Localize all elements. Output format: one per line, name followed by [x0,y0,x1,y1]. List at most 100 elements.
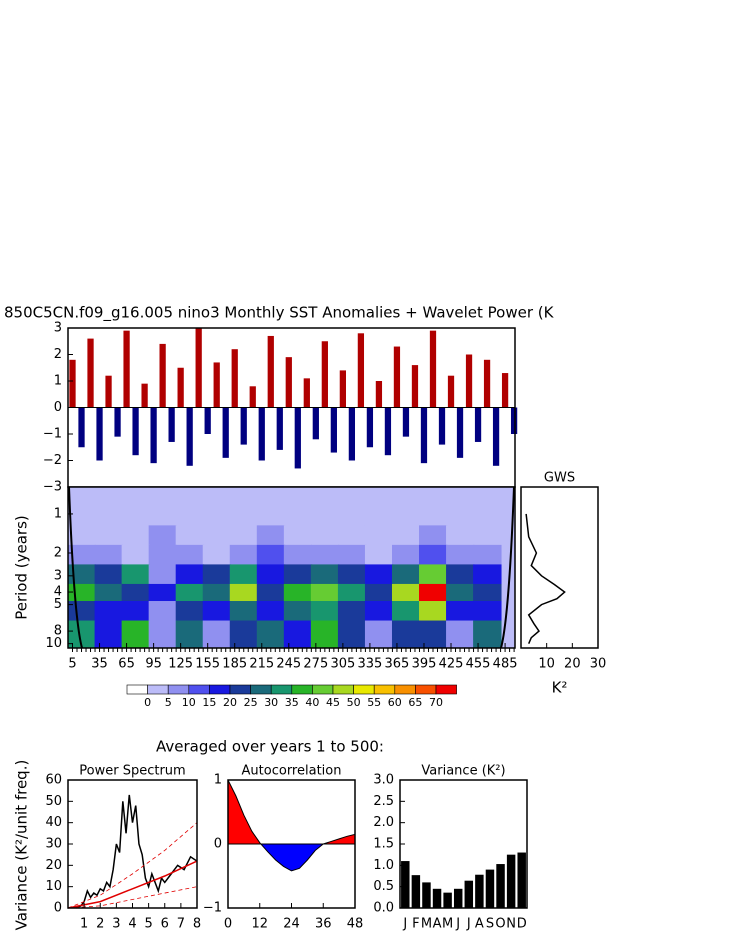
power-cell [473,583,502,602]
power-cell [94,601,124,622]
power-cell [148,564,178,585]
bar [402,407,410,437]
x-tick-label: 24 [283,917,300,932]
x-tick-label: 275 [303,657,328,672]
power-cell [337,601,367,622]
power-cell [148,525,178,546]
gws-line [525,513,566,644]
colorbar-swatch [373,684,396,695]
y-tick-label: 3.0 [373,773,394,788]
colorbar-swatch [209,684,231,695]
x-tick-label: 4 [128,917,136,932]
y-tick-label: 0 [54,901,62,916]
power-cell [310,601,340,622]
colorbar-swatch [332,684,354,695]
colorbar-swatch [147,684,169,695]
power-cell [283,544,313,565]
power-cell [473,487,502,526]
power-cell [229,544,259,565]
x-tick-label: 5 [144,917,152,932]
spectrum-line [67,860,198,909]
bar [348,407,356,461]
power-cell [67,564,96,585]
power-cell [67,487,96,526]
power-cell [175,601,205,622]
bar [366,407,374,448]
x-tick-label: 425 [439,657,464,672]
power-cell [446,583,475,602]
power-cell [67,544,96,565]
power-cell [148,583,178,602]
power-cell [67,583,96,602]
x-tick-label: 455 [466,657,491,672]
bar [501,373,509,408]
power-cell [419,544,448,565]
panel-title: Power Spectrum [79,764,185,779]
y-tick-label: 2 [54,545,62,560]
bar [517,852,526,908]
power-cell [337,544,367,565]
bar [420,407,428,464]
power-cell [94,620,124,649]
bar [231,349,238,408]
plot-frame [67,486,516,649]
power-cell [256,564,286,585]
power-cell [121,620,151,649]
x-tick-label: J [455,917,460,932]
x-tick-label: 245 [276,657,301,672]
y-tick-label: −1 [203,901,222,916]
power-cell [229,601,259,622]
bar [195,328,202,408]
power-cell [256,620,286,649]
power-cell [364,564,394,585]
power-cell [256,583,286,602]
y-tick-label: 1 [54,506,62,521]
y-tick-label: 10 [45,636,62,651]
power-cell [446,487,475,526]
colorbar-label: 10 [182,696,196,709]
power-cell [202,525,232,546]
power-cell [364,601,394,622]
x-tick-label: 185 [222,657,247,672]
bar [159,343,166,408]
x-tick-label: 12 [251,917,268,932]
x-tick-label: 8 [193,917,201,932]
bar [464,880,474,908]
power-cell [175,620,205,649]
colorbar-swatch [291,684,313,695]
colorbar-label: 50 [347,696,361,709]
colorbar-label: 5 [165,696,172,709]
y-tick-label: 1.5 [373,837,394,852]
power-cell [283,525,313,546]
power-cell [283,564,313,585]
bar [510,407,518,434]
colorbar-label: 70 [429,696,443,709]
bar [114,407,121,437]
power-cell [419,620,448,649]
colorbar-label: 15 [202,696,216,709]
bar [168,407,175,442]
bar [285,357,292,408]
power-cell [175,544,205,565]
y-tick-label: 8 [54,624,62,639]
y-tick-label: 2.0 [373,815,394,830]
power-cell [256,487,286,526]
y-tick-label: 40 [45,815,62,830]
y-tick-label: 20 [45,858,62,873]
bar [312,407,319,440]
spectrum-line [67,886,198,909]
x-tick-label: 5 [68,657,76,672]
bar [506,854,516,908]
y-tick-label: 0.5 [373,879,394,894]
colorbar-swatch [312,684,334,695]
power-cell [148,620,178,649]
power-cell [337,564,367,585]
bar [465,354,473,408]
colorbar-swatch [394,684,416,695]
bar [213,362,220,408]
y-tick-label: −2 [43,453,62,468]
power-cell [446,601,475,622]
power-cell [121,487,151,526]
power-cell [202,564,232,585]
x-tick-label: D [517,917,527,932]
